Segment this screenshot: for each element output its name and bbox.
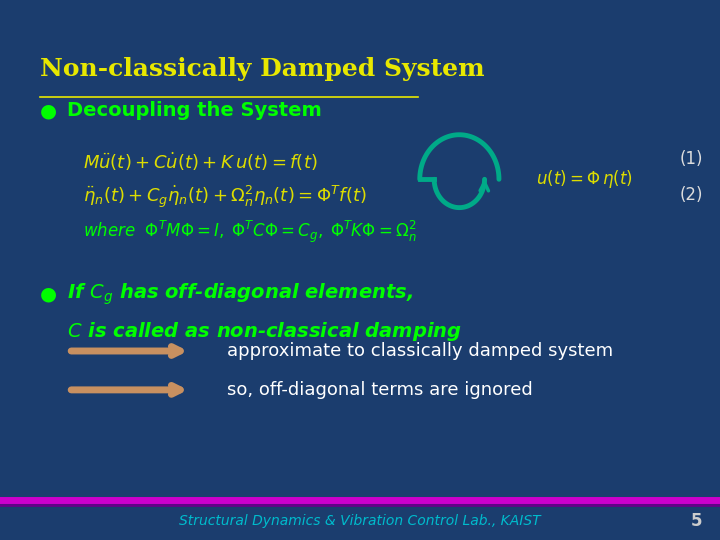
Text: $M\ddot{u}(t)+C\dot{u}(t)+K\,u(t)=f(t)$: $M\ddot{u}(t)+C\dot{u}(t)+K\,u(t)=f(t)$ <box>83 151 318 173</box>
Text: Non-classically Damped System: Non-classically Damped System <box>40 57 485 80</box>
Text: ●: ● <box>40 101 57 120</box>
Text: Decoupling the System: Decoupling the System <box>67 101 322 120</box>
Text: $u(t)=\Phi\,\eta(t)$: $u(t)=\Phi\,\eta(t)$ <box>536 168 633 190</box>
Text: (1): (1) <box>680 150 703 168</box>
Text: where  $\Phi^T M\Phi = I,\; \Phi^T C\Phi = C_g,\; \Phi^T K\Phi = \Omega_n^2$: where $\Phi^T M\Phi = I,\; \Phi^T C\Phi … <box>83 219 417 245</box>
Text: so, off-diagonal terms are ignored: so, off-diagonal terms are ignored <box>227 381 533 399</box>
Text: If $C_g$ has off-diagonal elements,: If $C_g$ has off-diagonal elements, <box>67 281 413 307</box>
Text: $\ddot{\eta}_n(t)+C_g\dot{\eta}_n(t)+\Omega_n^2\eta_n(t)=\Phi^T f(t)$: $\ddot{\eta}_n(t)+C_g\dot{\eta}_n(t)+\Om… <box>83 184 366 211</box>
Text: $C$ is called as non-classical damping: $C$ is called as non-classical damping <box>67 320 462 342</box>
Text: Structural Dynamics & Vibration Control Lab., KAIST: Structural Dynamics & Vibration Control … <box>179 514 541 528</box>
Text: ●: ● <box>40 285 57 304</box>
Text: approximate to classically damped system: approximate to classically damped system <box>227 342 613 360</box>
Text: 5: 5 <box>690 511 702 530</box>
Text: (2): (2) <box>680 186 703 205</box>
